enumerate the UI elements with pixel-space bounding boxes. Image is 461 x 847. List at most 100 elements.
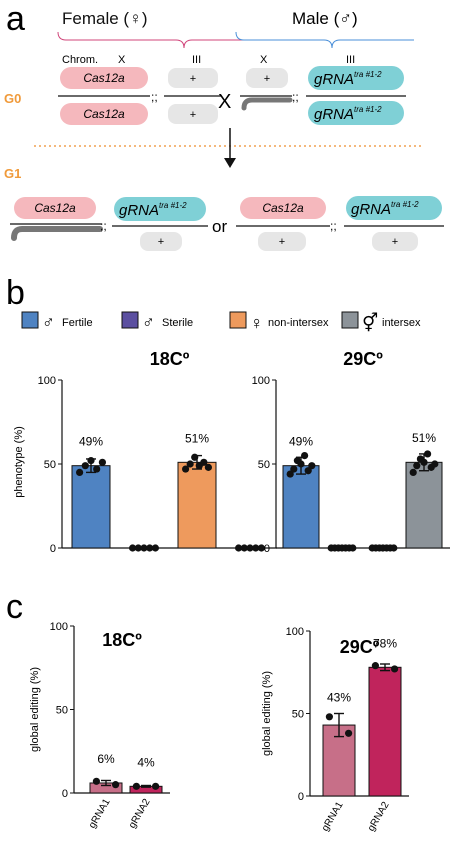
cas12a-label: Cas12a bbox=[83, 107, 125, 121]
data-point bbox=[371, 662, 379, 670]
chart-title: 18Cº bbox=[102, 630, 142, 650]
grna-box bbox=[114, 197, 206, 221]
legend-swatch bbox=[229, 311, 247, 329]
data-point bbox=[424, 450, 432, 458]
grna-box bbox=[346, 196, 442, 220]
separator: ;; bbox=[330, 219, 337, 233]
data-point bbox=[290, 465, 298, 473]
plus-box bbox=[258, 232, 306, 251]
panel-b-label: b bbox=[6, 274, 25, 312]
y-tick-label: 100 bbox=[38, 375, 56, 387]
chart-29c-phenotype: 29Cº 0 50 100 49% 51% bbox=[252, 349, 450, 555]
value-label: 49% bbox=[289, 434, 313, 448]
panel-a-label: a bbox=[6, 0, 25, 38]
y-tick-label: 50 bbox=[292, 709, 304, 721]
grna-label: gRNAtra #1-2 bbox=[314, 105, 382, 123]
cas12a-label: Cas12a bbox=[262, 201, 304, 215]
data-point bbox=[81, 462, 89, 470]
plus-box bbox=[140, 232, 182, 251]
y-tick-label: 0 bbox=[298, 791, 304, 803]
plus-box bbox=[168, 104, 218, 124]
phenotype-y-axis-label: phenotype (%) bbox=[13, 426, 25, 498]
y-tick-label: 0 bbox=[264, 543, 270, 555]
y-chromosome bbox=[241, 97, 293, 111]
male-iii-label: III bbox=[346, 54, 355, 66]
data-point bbox=[182, 465, 190, 473]
female-brace bbox=[57, 31, 282, 49]
x-tick-label: gRNA1 bbox=[320, 800, 346, 834]
cas12a-box bbox=[240, 197, 326, 219]
data-point bbox=[140, 544, 148, 552]
data-point bbox=[345, 729, 353, 737]
data-point bbox=[134, 544, 142, 552]
grna-label: gRNAtra #1-2 bbox=[314, 70, 382, 88]
y-tick-label: 50 bbox=[44, 459, 56, 471]
y-tick-label: 100 bbox=[252, 375, 270, 387]
separator: ;; bbox=[292, 90, 299, 104]
plus-label: + bbox=[190, 73, 196, 85]
data-point bbox=[391, 665, 399, 673]
data-point bbox=[98, 458, 106, 466]
y-axis-label: global editing (%) bbox=[261, 671, 273, 756]
bar bbox=[177, 461, 217, 549]
x-tick-label: gRNA1 bbox=[87, 797, 113, 831]
data-point bbox=[286, 470, 294, 478]
y-tick-label: 0 bbox=[50, 543, 56, 555]
data-point bbox=[186, 460, 194, 468]
value-label: 6% bbox=[97, 752, 115, 766]
male-header: Male (♂) bbox=[292, 9, 358, 28]
data-point bbox=[235, 544, 243, 552]
plus-label: + bbox=[264, 73, 270, 85]
legend: ♂ Fertile ♂ Sterile ♀ non-intersex ⚥ int… bbox=[21, 311, 421, 333]
cross-symbol: X bbox=[218, 91, 231, 113]
value-label: 51% bbox=[185, 431, 209, 445]
data-point bbox=[413, 462, 421, 470]
chart-title: 18Cº bbox=[150, 349, 190, 369]
data-point bbox=[349, 544, 357, 552]
bar bbox=[368, 666, 402, 797]
data-point bbox=[112, 781, 120, 789]
data-point bbox=[240, 544, 248, 552]
grna-label: gRNAtra #1-2 bbox=[351, 200, 419, 218]
bar bbox=[282, 465, 320, 549]
legend-label: Sterile bbox=[162, 317, 193, 329]
cas12a-box bbox=[60, 103, 148, 125]
panel-c-label: c bbox=[6, 588, 23, 626]
data-point bbox=[92, 777, 100, 785]
or-label: or bbox=[212, 217, 227, 236]
chrom-iii-label: III bbox=[192, 54, 201, 66]
value-label: 78% bbox=[373, 636, 397, 650]
cas12a-label: Cas12a bbox=[83, 71, 125, 85]
chrom-x-label: X bbox=[118, 54, 126, 66]
chart-18c-phenotype: 18Cº 0 50 100 49% 51% bbox=[38, 349, 277, 555]
y-tick-label: 50 bbox=[56, 705, 68, 717]
y-tick-label: 100 bbox=[50, 621, 68, 633]
x-tick-label: gRNA2 bbox=[366, 800, 392, 834]
y-tick-label: 0 bbox=[62, 788, 68, 800]
y-tick-label: 100 bbox=[286, 626, 304, 638]
data-point bbox=[93, 465, 101, 473]
bar bbox=[405, 461, 443, 549]
data-point bbox=[390, 544, 398, 552]
grna-label: gRNAtra #1-2 bbox=[119, 201, 187, 219]
plus-box bbox=[246, 68, 288, 88]
separator: ;; bbox=[100, 219, 107, 233]
chart-title: 29Cº bbox=[343, 349, 383, 369]
data-point bbox=[204, 463, 212, 471]
plus-label: + bbox=[279, 236, 285, 248]
data-point bbox=[257, 544, 265, 552]
data-point bbox=[409, 468, 417, 476]
cross-arrow-head bbox=[224, 158, 236, 168]
data-point bbox=[297, 460, 305, 468]
plus-label: + bbox=[158, 236, 164, 248]
x-tick-label: gRNA2 bbox=[127, 797, 153, 831]
chart-title: 29Cº bbox=[340, 637, 380, 657]
bar bbox=[71, 465, 111, 549]
value-label: 43% bbox=[327, 691, 351, 705]
data-point bbox=[431, 460, 439, 468]
data-point bbox=[87, 457, 95, 465]
legend-label: intersex bbox=[382, 317, 421, 329]
male-symbol-icon: ♂ bbox=[142, 313, 155, 332]
g0-label: G0 bbox=[4, 91, 21, 106]
grna-box bbox=[308, 66, 404, 90]
